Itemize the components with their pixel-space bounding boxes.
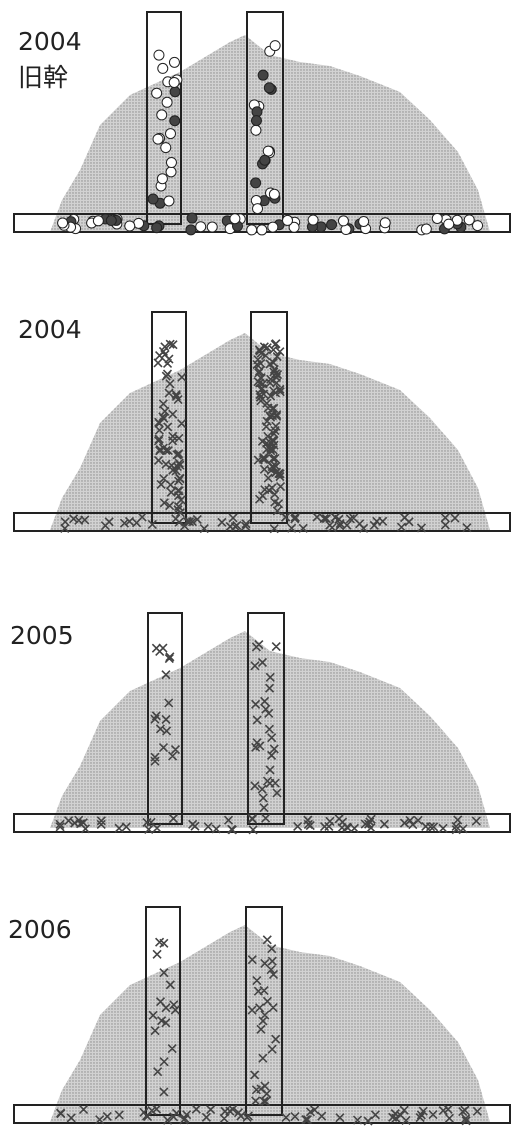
marker	[158, 63, 168, 73]
marker	[148, 194, 158, 204]
panel: 2005	[10, 613, 510, 834]
marker	[251, 178, 261, 188]
year-label: 2004	[18, 27, 82, 56]
marker	[125, 221, 135, 231]
marker	[162, 97, 172, 107]
marker	[253, 204, 263, 214]
note-label: 旧幹	[18, 63, 68, 92]
marker	[154, 50, 164, 60]
marker	[270, 41, 280, 51]
marker	[161, 143, 171, 153]
marker	[157, 174, 167, 184]
marker	[166, 158, 176, 168]
marker	[260, 155, 270, 165]
marker	[186, 225, 196, 235]
marker	[164, 196, 174, 206]
canopy	[50, 35, 490, 232]
panels: 2004 旧幹 2004 2005 2006	[8, 12, 510, 1125]
marker	[251, 116, 261, 126]
marker	[207, 222, 217, 232]
marker	[170, 87, 180, 97]
page: 2004旧幹200420052006 (() => { const data =…	[0, 0, 512, 1126]
marker	[169, 77, 179, 87]
marker	[268, 222, 278, 232]
marker	[170, 116, 180, 126]
panel: 2004	[14, 312, 510, 533]
marker	[196, 222, 206, 232]
marker	[308, 215, 318, 225]
marker	[359, 216, 369, 226]
marker	[283, 215, 293, 225]
marker	[338, 216, 348, 226]
marker	[464, 215, 474, 225]
figure: 2004 旧幹 2004 2005 2006	[0, 0, 512, 1126]
marker	[421, 224, 431, 234]
marker	[432, 213, 442, 223]
marker	[106, 216, 116, 226]
panel: 2006	[8, 907, 510, 1125]
marker	[264, 83, 274, 93]
marker	[258, 70, 268, 80]
marker	[169, 57, 179, 67]
marker	[157, 110, 167, 120]
marker	[58, 218, 68, 228]
marker	[263, 146, 273, 156]
marker	[269, 189, 279, 199]
canopy	[50, 925, 490, 1122]
marker	[166, 167, 176, 177]
marker	[152, 88, 162, 98]
marker	[230, 214, 240, 224]
panel: 2004 旧幹	[14, 12, 510, 235]
marker	[247, 225, 257, 235]
year-label: 2004	[18, 315, 82, 344]
marker	[257, 225, 267, 235]
marker	[152, 223, 162, 233]
marker	[251, 125, 261, 135]
marker	[380, 218, 390, 228]
marker	[187, 213, 197, 223]
canopy	[50, 333, 490, 530]
marker	[166, 129, 176, 139]
marker	[327, 220, 337, 230]
marker	[93, 216, 103, 226]
year-label: 2006	[8, 915, 72, 944]
marker	[444, 219, 454, 229]
year-label: 2005	[10, 621, 74, 650]
marker	[153, 134, 163, 144]
